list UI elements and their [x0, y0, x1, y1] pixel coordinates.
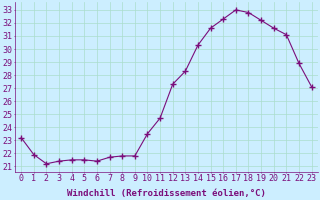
X-axis label: Windchill (Refroidissement éolien,°C): Windchill (Refroidissement éolien,°C) [67, 189, 266, 198]
